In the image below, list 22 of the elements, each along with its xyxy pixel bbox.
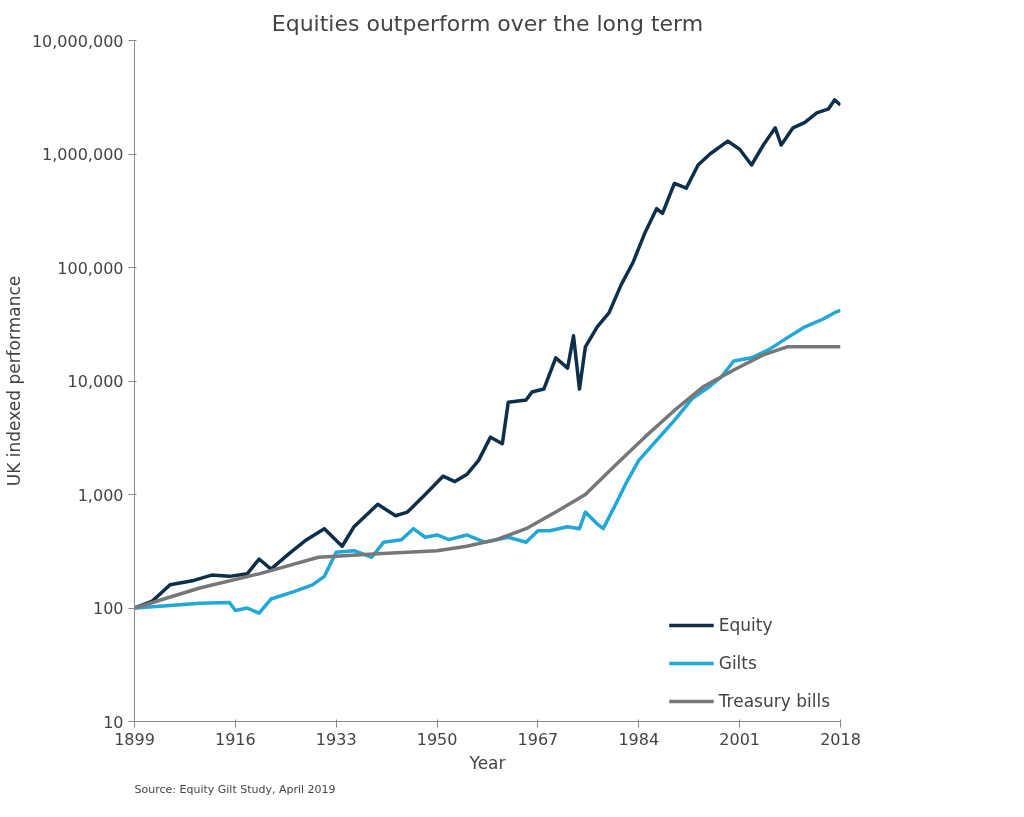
x-tick-label: 1984 bbox=[618, 729, 660, 749]
y-tick-label: 10,000,000 bbox=[31, 31, 124, 51]
y-axis-title: UK indexed performance bbox=[3, 275, 24, 487]
y-tick-label: 100,000 bbox=[57, 258, 124, 278]
source-note: Source: Equity Gilt Study, April 2019 bbox=[134, 782, 336, 796]
y-tick-label: 10 bbox=[103, 712, 124, 732]
legend-label: Treasury bills bbox=[718, 691, 830, 711]
x-tick-label: 1967 bbox=[517, 729, 559, 749]
x-tick-label: 2018 bbox=[820, 729, 861, 749]
legend-label: Equity bbox=[718, 615, 773, 635]
x-tick-label: 1950 bbox=[416, 729, 458, 749]
y-tick-label: 1,000 bbox=[77, 485, 124, 505]
x-tick-label: 1933 bbox=[315, 729, 357, 749]
legend-label: Gilts bbox=[718, 653, 757, 673]
x-tick-label: 2001 bbox=[719, 729, 760, 749]
y-tick-label: 1,000,000 bbox=[42, 145, 124, 164]
x-axis-title: Year bbox=[468, 752, 506, 773]
y-tick-label: 100 bbox=[92, 599, 124, 618]
chart-title: Equities outperform over the long term bbox=[271, 10, 704, 36]
y-tick-label: 10,000 bbox=[67, 372, 124, 391]
x-tick-label: 1899 bbox=[114, 729, 155, 749]
x-tick-label: 1916 bbox=[215, 729, 256, 749]
